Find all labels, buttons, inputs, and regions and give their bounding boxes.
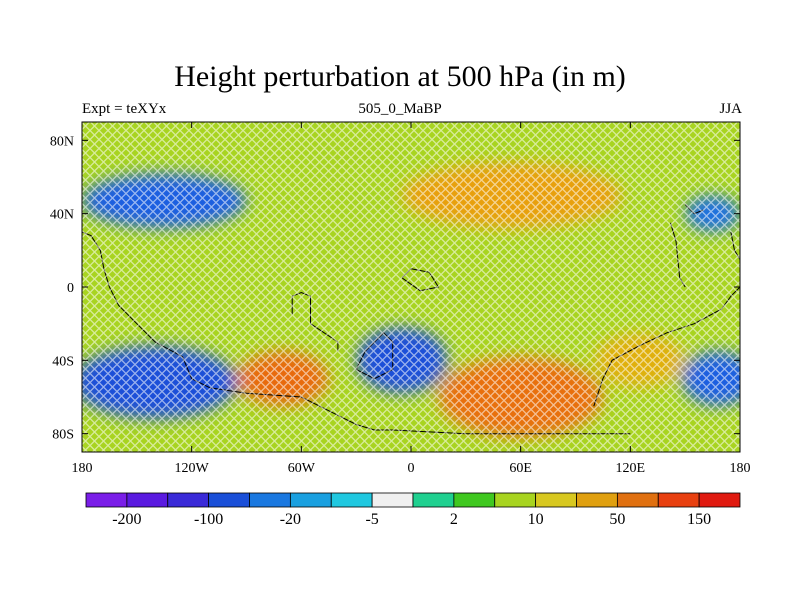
colorbar-box xyxy=(698,492,741,508)
colorbar-box xyxy=(576,492,618,508)
colorbar-box xyxy=(330,492,373,508)
colorbar-box xyxy=(535,492,577,508)
experiment-label: Expt = teXYx xyxy=(82,101,167,117)
x-tick-label: 120E xyxy=(616,461,646,476)
colorbar-box xyxy=(208,492,250,508)
colorbar-label: -5 xyxy=(365,511,378,528)
colorbar-box xyxy=(371,492,414,508)
y-tick-label: 80N xyxy=(50,134,74,149)
colorbar-box xyxy=(494,492,537,508)
colorbar-box xyxy=(412,492,455,508)
map-axes: 180 120W 60W 0 60E 120E 180 80N 40N 0 40S 80S xyxy=(50,122,751,476)
colorbar-label: 10 xyxy=(528,511,544,528)
colorbar-box xyxy=(289,492,332,508)
colorbar-label: 2 xyxy=(450,511,458,528)
colorbar-box xyxy=(616,492,659,508)
x-tick-label: 0 xyxy=(408,461,415,476)
season-label: JJA xyxy=(719,101,742,117)
map-title: Height perturbation at 500 hPa (in m) xyxy=(174,60,626,93)
shading-lattice xyxy=(82,122,740,452)
x-tick-label: 60E xyxy=(509,461,532,476)
run-label: 505_0_MaBP xyxy=(358,101,442,117)
x-tick-label: 60W xyxy=(288,461,316,476)
colorbar-label: -100 xyxy=(194,511,223,528)
colorbar-box xyxy=(85,492,128,508)
y-tick-label: 0 xyxy=(67,281,74,296)
x-tick-label: 180 xyxy=(730,461,751,476)
colorbar-box xyxy=(657,492,700,508)
x-tick-label: 180 xyxy=(72,461,93,476)
colorbar-label: -20 xyxy=(280,511,301,528)
x-tick-label: 120W xyxy=(175,461,210,476)
colorbar-box xyxy=(126,492,169,508)
colorbar-label: 50 xyxy=(609,511,625,528)
colorbar-box xyxy=(453,492,496,508)
y-tick-label: 80S xyxy=(52,428,74,443)
colorbar-label: 150 xyxy=(687,511,711,528)
colorbar-box xyxy=(249,492,291,508)
colorbar-box xyxy=(167,492,210,508)
y-tick-label: 40N xyxy=(50,208,74,223)
colorbar-label: -200 xyxy=(112,511,141,528)
y-tick-label: 40S xyxy=(52,354,74,369)
